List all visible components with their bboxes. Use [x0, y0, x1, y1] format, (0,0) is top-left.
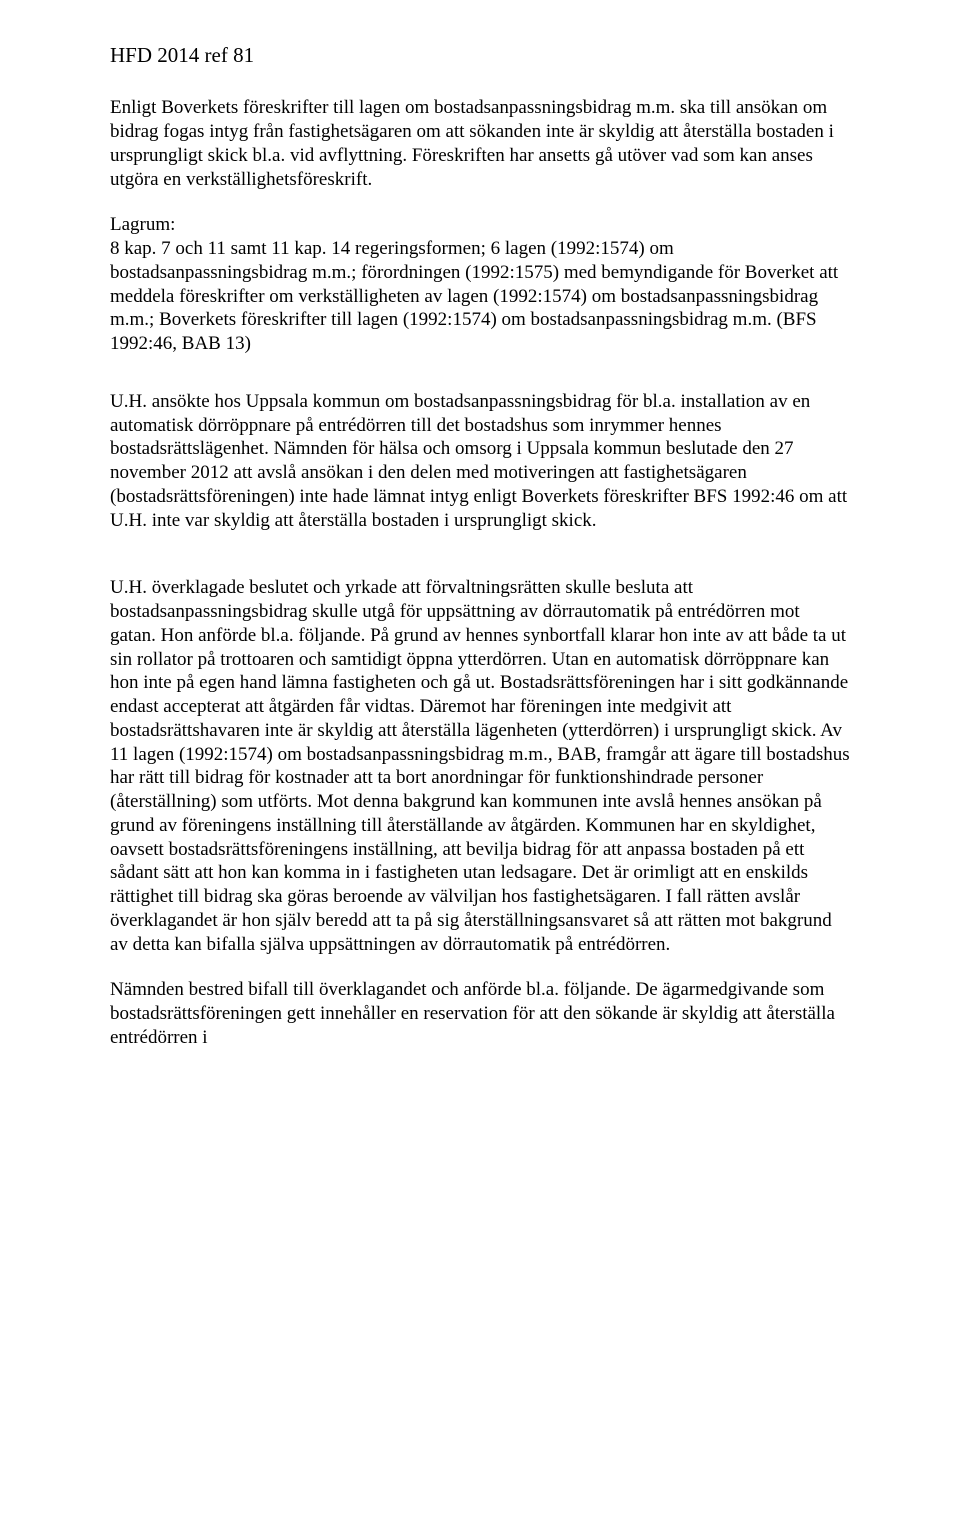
body-paragraph-2: U.H. överklagade beslutet och yrkade att… [110, 576, 850, 956]
body-paragraph-3: Nämnden bestred bifall till överklagande… [110, 978, 850, 1049]
document-header: HFD 2014 ref 81 [110, 42, 850, 68]
body-paragraph-1: U.H. ansökte hos Uppsala kommun om bosta… [110, 390, 850, 533]
intro-paragraph: Enligt Boverkets föreskrifter till lagen… [110, 96, 850, 191]
lagrum-label: Lagrum: [110, 213, 850, 237]
lagrum-body: 8 kap. 7 och 11 samt 11 kap. 14 regering… [110, 237, 850, 356]
